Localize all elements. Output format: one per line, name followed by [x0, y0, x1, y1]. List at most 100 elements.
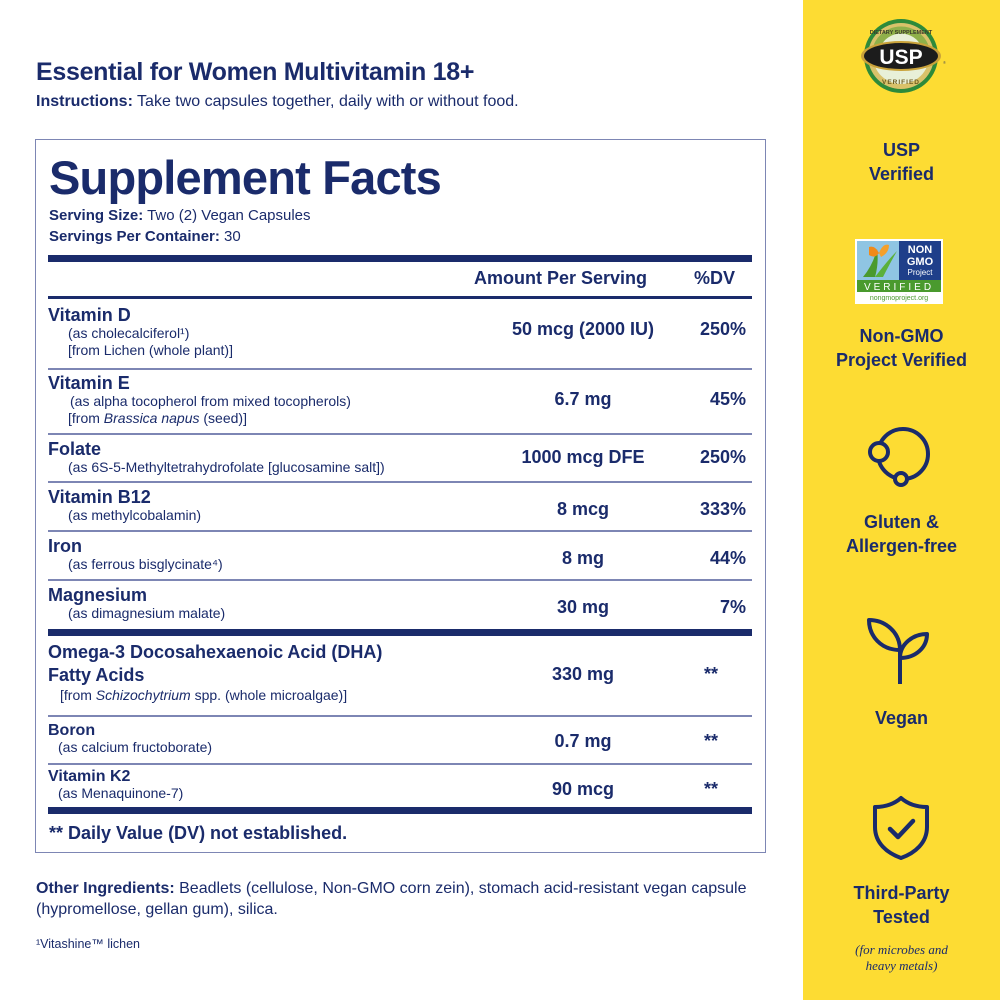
table-row-magnesium: Magnesium (as dimagnesium malate) 30 mg …	[48, 583, 752, 628]
nutrient-name: Boron	[48, 722, 96, 739]
table-row-vitamin-e: Vitamin E (as alpha tocopherol from mixe…	[48, 371, 752, 437]
product-title: Essential for Women Multivitamin 18+	[36, 58, 475, 86]
nutrient-source: [from Lichen (whole plant)]	[68, 342, 233, 358]
nutrient-dv: **	[703, 731, 718, 751]
svg-text:NON: NON	[908, 244, 933, 256]
facts-title: Supplement Facts	[49, 151, 442, 204]
divider-thick	[48, 629, 752, 636]
serving-size-label: Serving Size:	[49, 207, 144, 224]
nutrient-source: (as ferrous bisglycinate⁴)	[68, 556, 223, 572]
nutrient-amount: 0.7 mg	[554, 731, 612, 751]
divider-header	[48, 296, 752, 299]
nutrient-amount: 8 mcg	[556, 499, 610, 519]
nutrient-dv: 333%	[699, 499, 746, 519]
nutrient-name: Vitamin B12	[48, 487, 151, 507]
badge-third-party-note: (for microbes and heavy metals)	[803, 942, 1000, 974]
serving-size: Serving Size: Two (2) Vegan Capsules	[49, 207, 311, 224]
instructions-text: Take two capsules together, daily with o…	[132, 93, 519, 110]
row-divider	[48, 481, 752, 483]
supplement-facts-panel: Supplement Facts Serving Size: Two (2) V…	[35, 139, 766, 853]
nutrient-amount: 30 mg	[556, 597, 610, 617]
table-row-iron: Iron (as ferrous bisglycinate⁴) 8 mg 44%	[48, 534, 752, 579]
row-divider	[48, 579, 752, 581]
non-gmo-project-logo-icon: NON GMO Project VERIFIED nongmoproject.o…	[855, 239, 943, 304]
row-divider	[48, 368, 752, 370]
badge-third-party-tested: Third-Party Tested	[803, 881, 1000, 929]
nutrient-dv: 250%	[699, 447, 746, 467]
badge-note: heavy metals)	[865, 958, 938, 973]
nutrient-amount: 6.7 mg	[554, 389, 612, 409]
vitashine-footnote: ¹Vitashine™ lichen	[36, 937, 140, 951]
nutrient-amount: 8 mg	[561, 548, 604, 568]
other-ingredients-label: Other Ingredients:	[36, 880, 175, 897]
servings-per-container-value: 30	[219, 228, 241, 245]
nutrient-dv: **	[703, 664, 718, 684]
badge-gluten-allergen-free: Gluten & Allergen-free	[803, 510, 1000, 558]
table-row-vitamin-b12: Vitamin B12 (as methylcobalamin) 8 mcg 3…	[48, 485, 752, 530]
svg-text:®: ®	[943, 60, 946, 65]
nutrient-amount: 1000 mcg DFE	[521, 447, 645, 467]
nutrient-amount: 330 mg	[551, 664, 615, 684]
nutrient-name: Vitamin K2	[48, 768, 131, 785]
nutrient-source: (as 6S-5-Methyltetrahydrofolate [glucosa…	[68, 459, 385, 475]
divider-thick	[48, 255, 752, 262]
nutrient-dv: 45%	[709, 389, 746, 409]
table-row-dha: Omega-3 Docosahexaenoic Acid (DHA) Fatty…	[48, 640, 752, 714]
servings-per-container: Servings Per Container: 30	[49, 228, 241, 245]
nutrient-source: (as Menaquinone-7)	[58, 785, 184, 801]
badge-vegan: Vegan	[803, 706, 1000, 730]
badge-usp-verified: USP Verified	[803, 138, 1000, 186]
nutrient-name: Omega-3 Docosahexaenoic Acid (DHA)	[48, 642, 383, 662]
serving-size-value: Two (2) Vegan Capsules	[143, 207, 311, 224]
badge-label: Non-GMO	[859, 326, 944, 346]
nutrient-source: (as calcium fructoborate)	[58, 739, 213, 755]
other-ingredients: Other Ingredients: Beadlets (cellulose, …	[36, 878, 796, 920]
svg-text:GMO: GMO	[907, 256, 934, 268]
badge-label: Allergen-free	[845, 536, 958, 556]
nutrient-source: [from Brassica napus (seed)]	[68, 410, 247, 426]
servings-per-container-label: Servings Per Container:	[49, 228, 220, 245]
svg-text:Project: Project	[908, 268, 934, 277]
nutrient-source: (as cholecalciferol¹)	[68, 325, 190, 341]
badge-label: Third-Party	[853, 883, 950, 903]
row-divider	[48, 433, 752, 435]
nutrient-dv: 7%	[719, 597, 746, 617]
nutrient-source: [from Schizochytrium spp. (whole microal…	[60, 687, 348, 703]
badge-label: Project Verified	[835, 350, 968, 370]
nutrient-source: (as methylcobalamin)	[68, 507, 202, 523]
certifications-sidebar: DIETARY SUPPLEMENT USP VERIFIED ® USP Ve…	[803, 0, 1000, 1000]
badge-non-gmo: Non-GMO Project Verified	[803, 324, 1000, 372]
badge-note: (for microbes and	[855, 942, 948, 957]
nutrient-name: Vitamin D	[48, 305, 131, 325]
nutrient-source: (as dimagnesium malate)	[68, 605, 226, 621]
svg-text:nongmoproject.org: nongmoproject.org	[870, 295, 928, 302]
badge-label: Gluten &	[864, 512, 939, 532]
table-row-folate: Folate (as 6S-5-Methyltetrahydrofolate […	[48, 437, 752, 482]
nutrient-amount: 50 mcg (2000 IU)	[511, 319, 655, 339]
other-ingredients-text: Beadlets (cellulose, Non-GMO corn zein),…	[36, 880, 747, 918]
gluten-allergen-free-icon	[868, 427, 930, 487]
badge-label: Tested	[873, 907, 930, 927]
row-divider	[48, 715, 752, 717]
badge-label: Vegan	[874, 708, 929, 728]
nutrient-name: Iron	[48, 536, 82, 556]
svg-text:VERIFIED: VERIFIED	[864, 282, 934, 293]
column-header-amount: Amount Per Serving	[474, 268, 648, 288]
badge-label: USP	[882, 140, 920, 160]
nutrient-name-line2: Fatty Acids	[48, 665, 145, 685]
column-header-dv: %DV	[694, 268, 736, 288]
nutrient-dv: 44%	[709, 548, 746, 568]
divider-thick	[48, 807, 752, 814]
row-divider	[48, 530, 752, 532]
instructions-label: Instructions:	[36, 93, 133, 110]
shield-check-icon	[873, 796, 929, 860]
dv-footnote: ** Daily Value (DV) not established.	[49, 823, 348, 843]
table-row-vitamin-d: Vitamin D (as cholecalciferol¹) [from Li…	[48, 303, 752, 369]
nutrient-dv: **	[703, 779, 718, 799]
badge-label: Verified	[868, 164, 935, 184]
svg-text:USP: USP	[879, 46, 922, 69]
nutrient-dv: 250%	[699, 319, 746, 339]
usp-verified-seal-icon: DIETARY SUPPLEMENT USP VERIFIED ®	[861, 19, 946, 93]
nutrient-name: Magnesium	[48, 585, 148, 605]
nutrient-source: (as alpha tocopherol from mixed tocopher…	[70, 393, 351, 409]
